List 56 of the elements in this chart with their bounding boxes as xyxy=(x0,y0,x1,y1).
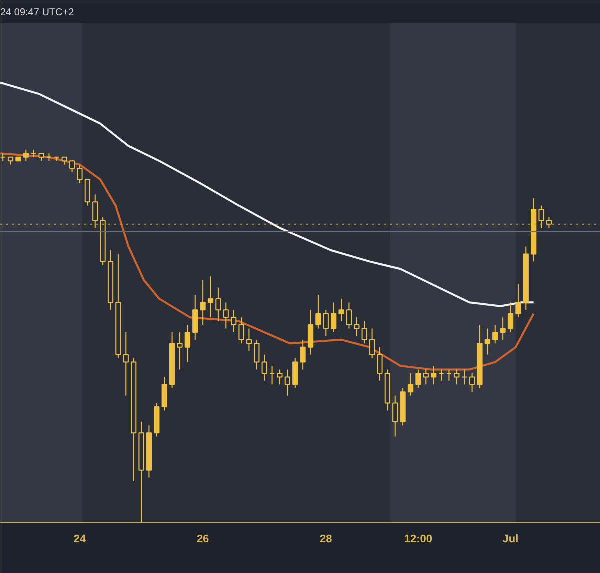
candlestick xyxy=(223,302,229,330)
candlestick xyxy=(354,317,360,337)
candlestick xyxy=(408,372,414,396)
candlestick xyxy=(492,324,498,344)
candlestick xyxy=(208,276,214,318)
candlestick xyxy=(184,324,190,363)
candlestick xyxy=(346,302,352,330)
candlestick xyxy=(200,280,206,326)
candlestick xyxy=(262,354,268,382)
candlestick xyxy=(431,366,437,386)
candlestick xyxy=(469,372,476,393)
candlestick xyxy=(216,287,222,322)
chart-title: 24 09:47 UTC+2 xyxy=(0,8,75,18)
candlestick xyxy=(323,310,329,337)
candlestick xyxy=(123,332,129,396)
candlestick xyxy=(392,395,398,438)
candlestick xyxy=(362,320,368,344)
candlestick xyxy=(277,369,283,386)
candlestick xyxy=(177,332,183,370)
candlestick xyxy=(92,194,98,229)
candlestick xyxy=(84,179,90,206)
candlestick xyxy=(254,339,260,370)
candlestick xyxy=(269,366,276,386)
candlestick xyxy=(192,294,198,340)
candlestick xyxy=(546,216,552,229)
candlestick xyxy=(454,369,460,386)
candlestick xyxy=(316,294,322,330)
candlestick xyxy=(238,317,244,344)
candlestick xyxy=(508,302,514,333)
candlestick xyxy=(438,369,444,382)
candlestick xyxy=(300,339,306,370)
candlestick xyxy=(246,328,252,352)
candlestick xyxy=(484,328,490,356)
candlestick xyxy=(538,205,544,229)
candlestick xyxy=(308,310,314,356)
candlestick xyxy=(446,369,452,382)
candlestick xyxy=(500,317,506,340)
candlestick xyxy=(516,284,522,318)
candlestick xyxy=(69,160,76,173)
candlestick xyxy=(284,369,290,396)
x-tick-label: 28 xyxy=(320,534,332,546)
candlestick xyxy=(423,369,429,386)
x-tick-label: 24 xyxy=(74,534,87,546)
candlestick xyxy=(416,369,422,389)
candlestick xyxy=(292,358,298,389)
candlestick xyxy=(162,376,168,412)
candlestick xyxy=(338,298,344,322)
x-tick-label: 12:00 xyxy=(404,534,433,546)
candlestick xyxy=(331,302,337,333)
candlestick xyxy=(462,369,468,386)
candlestick xyxy=(231,310,237,333)
candlestick xyxy=(377,346,383,382)
x-tick-label: Jul xyxy=(502,534,519,546)
candlestick xyxy=(369,328,376,360)
candlestick xyxy=(23,149,29,162)
x-tick-label: 26 xyxy=(196,534,210,546)
